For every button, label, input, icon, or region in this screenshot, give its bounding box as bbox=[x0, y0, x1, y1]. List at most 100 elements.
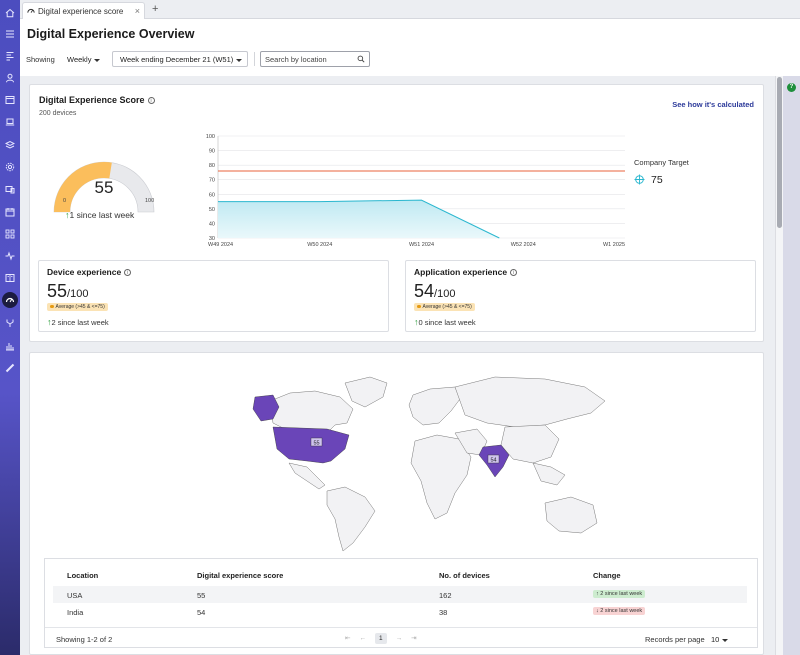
score-trend-chart: 30 40 50 60 70 80 90 100 W49 2024 W50 2024 W51 202… bbox=[206, 134, 625, 248]
page-title: Digital Experience Overview bbox=[27, 27, 195, 41]
table-row[interactable]: India 54 38 ↓ 2 since last week bbox=[53, 603, 747, 620]
score-change: ↑1 since last week bbox=[65, 210, 134, 220]
report-icon[interactable] bbox=[3, 49, 17, 63]
map-africa bbox=[410, 434, 472, 520]
x-tick-label: W52 2024 bbox=[511, 242, 536, 248]
tab-digital-experience[interactable]: Digital experience score × bbox=[22, 2, 145, 19]
branch-icon[interactable] bbox=[3, 316, 17, 330]
speedometer-icon bbox=[27, 8, 35, 13]
col-change[interactable]: Change bbox=[593, 571, 621, 580]
period-select[interactable]: Weekly bbox=[67, 55, 101, 64]
cell-location: USA bbox=[67, 591, 83, 600]
cell-score: 54 bbox=[197, 608, 206, 617]
gear-icon[interactable] bbox=[3, 160, 17, 174]
book-icon[interactable] bbox=[3, 271, 17, 285]
map-russia-asia bbox=[454, 376, 606, 428]
change-badge: ↓ 2 since last week bbox=[593, 607, 646, 615]
usa-label-box bbox=[310, 437, 323, 447]
search-box[interactable] bbox=[260, 51, 370, 67]
cell-location: India bbox=[67, 608, 84, 617]
scrollbar[interactable] bbox=[775, 76, 783, 655]
calc-link[interactable]: See how it's calculated bbox=[672, 100, 754, 109]
application-change: ↑0 since last week bbox=[414, 317, 476, 327]
nav-rail bbox=[0, 0, 20, 655]
table-row[interactable]: USA 55 162 ↑ 2 since last week bbox=[53, 586, 747, 603]
score-gauge bbox=[53, 161, 155, 213]
cell-devices: 162 bbox=[439, 591, 452, 600]
home-icon[interactable] bbox=[3, 6, 17, 20]
col-location[interactable]: Location bbox=[67, 571, 99, 580]
divider bbox=[254, 52, 255, 66]
y-tick-label: 40 bbox=[209, 221, 215, 227]
score-card-title: Digital Experience Score i bbox=[39, 95, 155, 105]
search-icon[interactable] bbox=[357, 55, 365, 63]
map-mexico bbox=[288, 462, 326, 490]
device-score: 55/100 bbox=[47, 281, 89, 301]
close-icon[interactable]: × bbox=[134, 6, 140, 16]
y-tick-label: 70 bbox=[209, 178, 215, 184]
records-showing: Showing 1-2 of 2 bbox=[56, 635, 113, 644]
next-page-icon[interactable]: → bbox=[395, 635, 403, 642]
gauge-fill bbox=[54, 162, 112, 212]
prev-page-icon[interactable]: ← bbox=[359, 635, 366, 642]
arrow-up-icon: ↑ bbox=[414, 317, 419, 327]
devices-icon[interactable] bbox=[3, 182, 17, 196]
gauge-min: 0 bbox=[63, 198, 67, 204]
map-canada bbox=[269, 390, 354, 434]
y-tick-label: 80 bbox=[209, 163, 215, 169]
bar-chart-icon[interactable] bbox=[3, 339, 17, 353]
device-status-badge: Average (>45 & <=75) bbox=[47, 303, 108, 311]
location-table: Location Digital experience score No. of… bbox=[44, 558, 758, 648]
col-score[interactable]: Digital experience score bbox=[197, 571, 284, 580]
gauge-max: 100 bbox=[145, 198, 155, 204]
tab-label: Digital experience score bbox=[38, 6, 124, 16]
calendar-icon[interactable] bbox=[3, 205, 17, 219]
pagination: ⇤ ← 1 → ⇥ bbox=[345, 633, 426, 644]
arrow-up-icon: ↑ bbox=[65, 210, 70, 220]
application-experience-title: Application experience i bbox=[414, 267, 518, 277]
user-icon[interactable] bbox=[3, 71, 17, 85]
world-map: 55 54 bbox=[252, 376, 606, 552]
week-select-value: Week ending December 21 (W51) bbox=[120, 55, 234, 64]
week-select[interactable]: Week ending December 21 (W51) bbox=[112, 51, 248, 67]
last-page-icon[interactable]: ⇥ bbox=[411, 635, 417, 642]
current-page[interactable]: 1 bbox=[374, 633, 387, 644]
y-tick-label: 100 bbox=[206, 134, 215, 140]
info-icon[interactable]: i bbox=[510, 269, 518, 276]
apps-grid-icon[interactable] bbox=[3, 227, 17, 241]
records-per-page-label: Records per page bbox=[645, 635, 705, 644]
usa-score-label: 55 bbox=[313, 441, 319, 447]
help-icon[interactable]: ? bbox=[787, 83, 796, 92]
showing-label: Showing bbox=[26, 55, 55, 64]
chevron-down-icon bbox=[94, 58, 101, 62]
col-devices[interactable]: No. of devices bbox=[439, 571, 490, 580]
stack-icon[interactable] bbox=[3, 138, 17, 152]
ruler-icon[interactable] bbox=[3, 361, 17, 375]
application-status-badge: Average (>45 & <=75) bbox=[414, 303, 475, 311]
records-per-page-select[interactable]: 10 bbox=[711, 635, 729, 644]
pulse-icon[interactable] bbox=[3, 249, 17, 263]
x-tick-label: W1 2025 bbox=[603, 242, 625, 248]
map-southeast-asia bbox=[532, 462, 566, 486]
right-panel-bar: ? bbox=[783, 76, 800, 655]
cell-score: 55 bbox=[197, 591, 206, 600]
add-tab-button[interactable]: + bbox=[152, 3, 159, 15]
company-target-value: 75 bbox=[651, 174, 663, 186]
device-count: 200 devices bbox=[39, 110, 77, 117]
scroll-thumb[interactable] bbox=[777, 77, 782, 228]
laptop-icon[interactable] bbox=[3, 115, 17, 129]
speedometer-icon[interactable] bbox=[2, 292, 18, 308]
india-label-box bbox=[487, 454, 500, 464]
info-icon[interactable]: i bbox=[124, 269, 132, 276]
arrow-up-icon: ↑ bbox=[47, 317, 52, 327]
application-experience-card: Application experience i 54/100 Average (… bbox=[405, 260, 756, 332]
info-icon[interactable]: i bbox=[147, 97, 155, 104]
list-icon[interactable] bbox=[3, 27, 17, 41]
device-experience-title: Device experience i bbox=[47, 267, 132, 277]
first-page-icon[interactable]: ⇤ bbox=[345, 635, 351, 642]
search-input[interactable] bbox=[265, 53, 355, 66]
divider bbox=[45, 627, 757, 628]
score-change-text: since last week bbox=[76, 210, 135, 220]
window-icon[interactable] bbox=[3, 93, 17, 107]
chevron-down-icon bbox=[722, 638, 729, 642]
